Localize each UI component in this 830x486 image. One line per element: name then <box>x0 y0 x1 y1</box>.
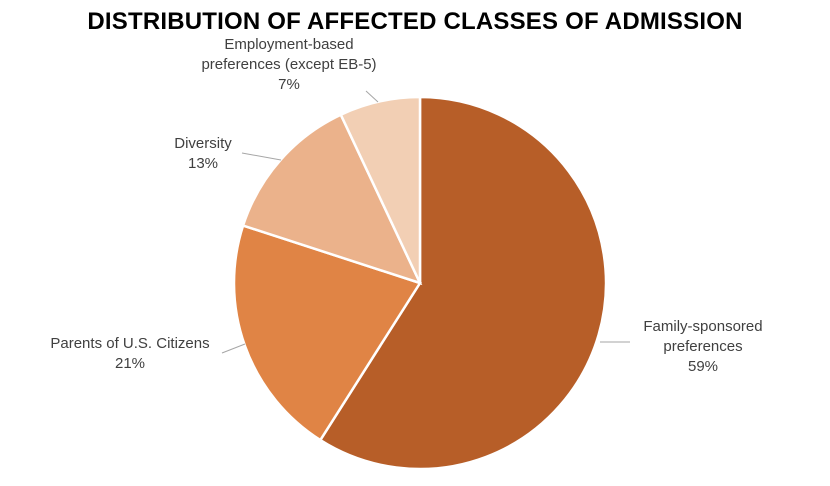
slice-value-label: 7% <box>278 76 300 93</box>
pie-slice <box>318 95 608 471</box>
leader-line <box>221 343 246 354</box>
slice-label: Diversity 13% <box>174 135 232 172</box>
leader-line <box>241 152 282 161</box>
slice-name-label: Employment-based <box>224 36 353 53</box>
chart-title: DISTRIBUTION OF AFFECTED CLASSES OF ADMI… <box>87 8 743 35</box>
slice-value-label: 59% <box>688 358 718 375</box>
slice-label: Family-sponsored preferences 59% <box>643 318 762 375</box>
slice-name-label: Diversity <box>174 135 232 152</box>
slice-name-label: preferences <box>663 338 742 355</box>
slice-value-label: 21% <box>115 355 145 372</box>
slice-name-label: preferences (except EB-5) <box>201 56 376 73</box>
slice-name-label: Parents of U.S. Citizens <box>50 335 209 352</box>
slice-value-label: 13% <box>188 155 218 172</box>
leader-line <box>365 90 379 103</box>
slice-name-label: Family-sponsored <box>643 318 762 335</box>
pie-slice <box>339 95 422 284</box>
pie-slice <box>232 223 422 442</box>
slice-label: Parents of U.S. Citizens 21% <box>50 335 209 372</box>
slice-label: Employment-based preferences (except EB-5… <box>201 36 376 93</box>
